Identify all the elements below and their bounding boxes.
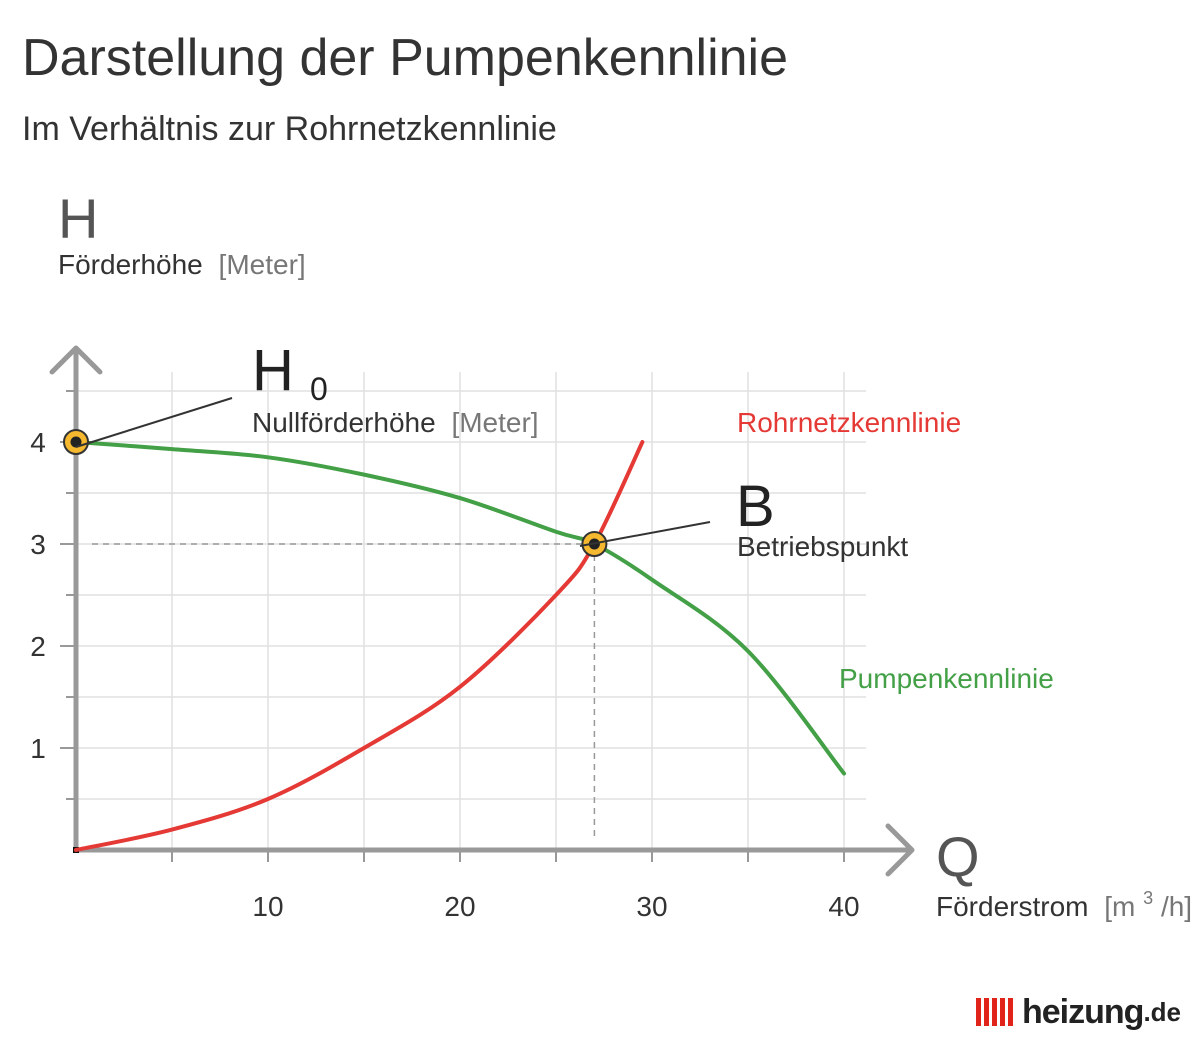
y-axis-symbol: H xyxy=(58,187,98,250)
y-axis-arrow-icon xyxy=(49,345,103,375)
operating-point-guides xyxy=(92,543,596,838)
h0-symbol: H 0 xyxy=(252,338,328,407)
y-tick-label: 1 xyxy=(30,733,46,764)
x-tick-label: 20 xyxy=(444,891,475,922)
logo-tld: .de xyxy=(1143,996,1182,1027)
h0-symbol-subscript: 0 xyxy=(310,371,328,407)
h0-leader-line xyxy=(75,397,233,448)
axes: 1 2 3 4 10 20 30 40 xyxy=(30,345,915,922)
x-axis-label-text: Förderstrom xyxy=(936,891,1088,922)
h0-label: Nullförderhöhe [Meter] xyxy=(252,407,539,438)
b-leader-line xyxy=(579,521,711,547)
y-tick-label: 2 xyxy=(30,631,46,662)
x-axis-unit-sup: 3 xyxy=(1143,888,1153,908)
series-line-pumpenkennlinie xyxy=(74,440,846,776)
chart-subtitle: Im Verhältnis zur Rohrnetzkennlinie xyxy=(22,110,557,148)
b-label: Betriebspunkt xyxy=(737,531,908,562)
legend-rohrnetzkennlinie: Rohrnetzkennlinie xyxy=(737,407,961,438)
x-axis-unit-prefix: [m xyxy=(1104,891,1135,922)
logo-text: heizung xyxy=(1022,992,1144,1031)
h0-label-text: Nullförderhöhe xyxy=(252,407,436,438)
chart-title: Darstellung der Pumpenkennlinie xyxy=(22,29,789,87)
b-symbol: B xyxy=(736,474,775,539)
x-axis-label: Förderstrom [m 3 /h] xyxy=(936,879,1192,922)
x-axis-unit-suffix: /h] xyxy=(1161,891,1192,922)
y-tick-label: 3 xyxy=(30,529,46,560)
x-tick-label: 40 xyxy=(828,891,859,922)
h0-marker-dot xyxy=(70,436,82,448)
heizung-logo: heizung .de xyxy=(976,992,1181,1032)
h0-label-unit: [Meter] xyxy=(451,407,538,438)
x-tick-label: 10 xyxy=(252,891,283,922)
y-tick-label: 4 xyxy=(30,427,46,458)
grid xyxy=(76,372,866,850)
y-axis-unit: [Meter] xyxy=(219,249,306,280)
y-axis-label: Förderhöhe [Meter] xyxy=(58,249,306,280)
legend-pumpenkennlinie: Pumpenkennlinie xyxy=(839,663,1054,694)
h0-symbol-letter: H xyxy=(252,338,294,403)
x-tick-label: 30 xyxy=(636,891,667,922)
logo-mark-icon xyxy=(976,998,1016,1026)
y-axis-label-text: Förderhöhe xyxy=(58,249,203,280)
x-axis-symbol: Q xyxy=(936,825,980,888)
x-axis-arrow-icon xyxy=(885,823,915,877)
